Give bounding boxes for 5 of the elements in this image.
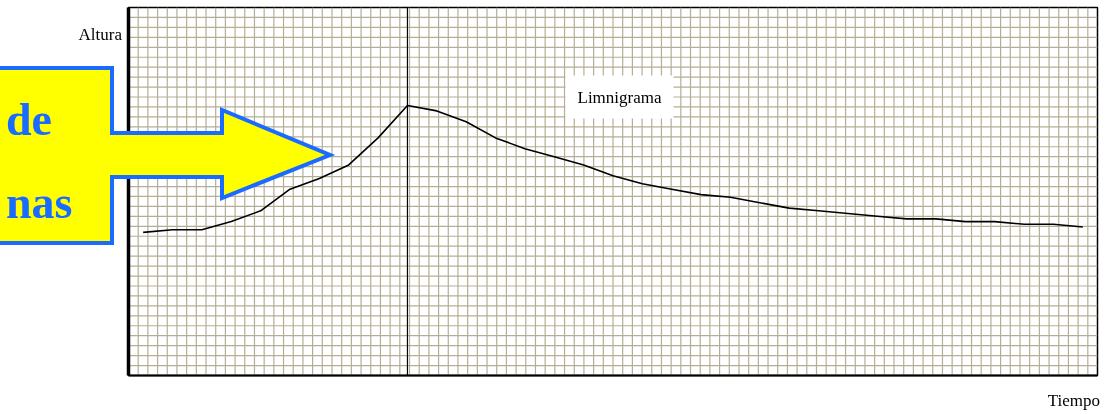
text: de [6, 94, 52, 145]
text: nas [6, 177, 73, 228]
text: Limnigrama [577, 87, 662, 107]
x-axis-title: Tiempo [1047, 391, 1100, 410]
y-axis-title: Altura [78, 25, 123, 44]
